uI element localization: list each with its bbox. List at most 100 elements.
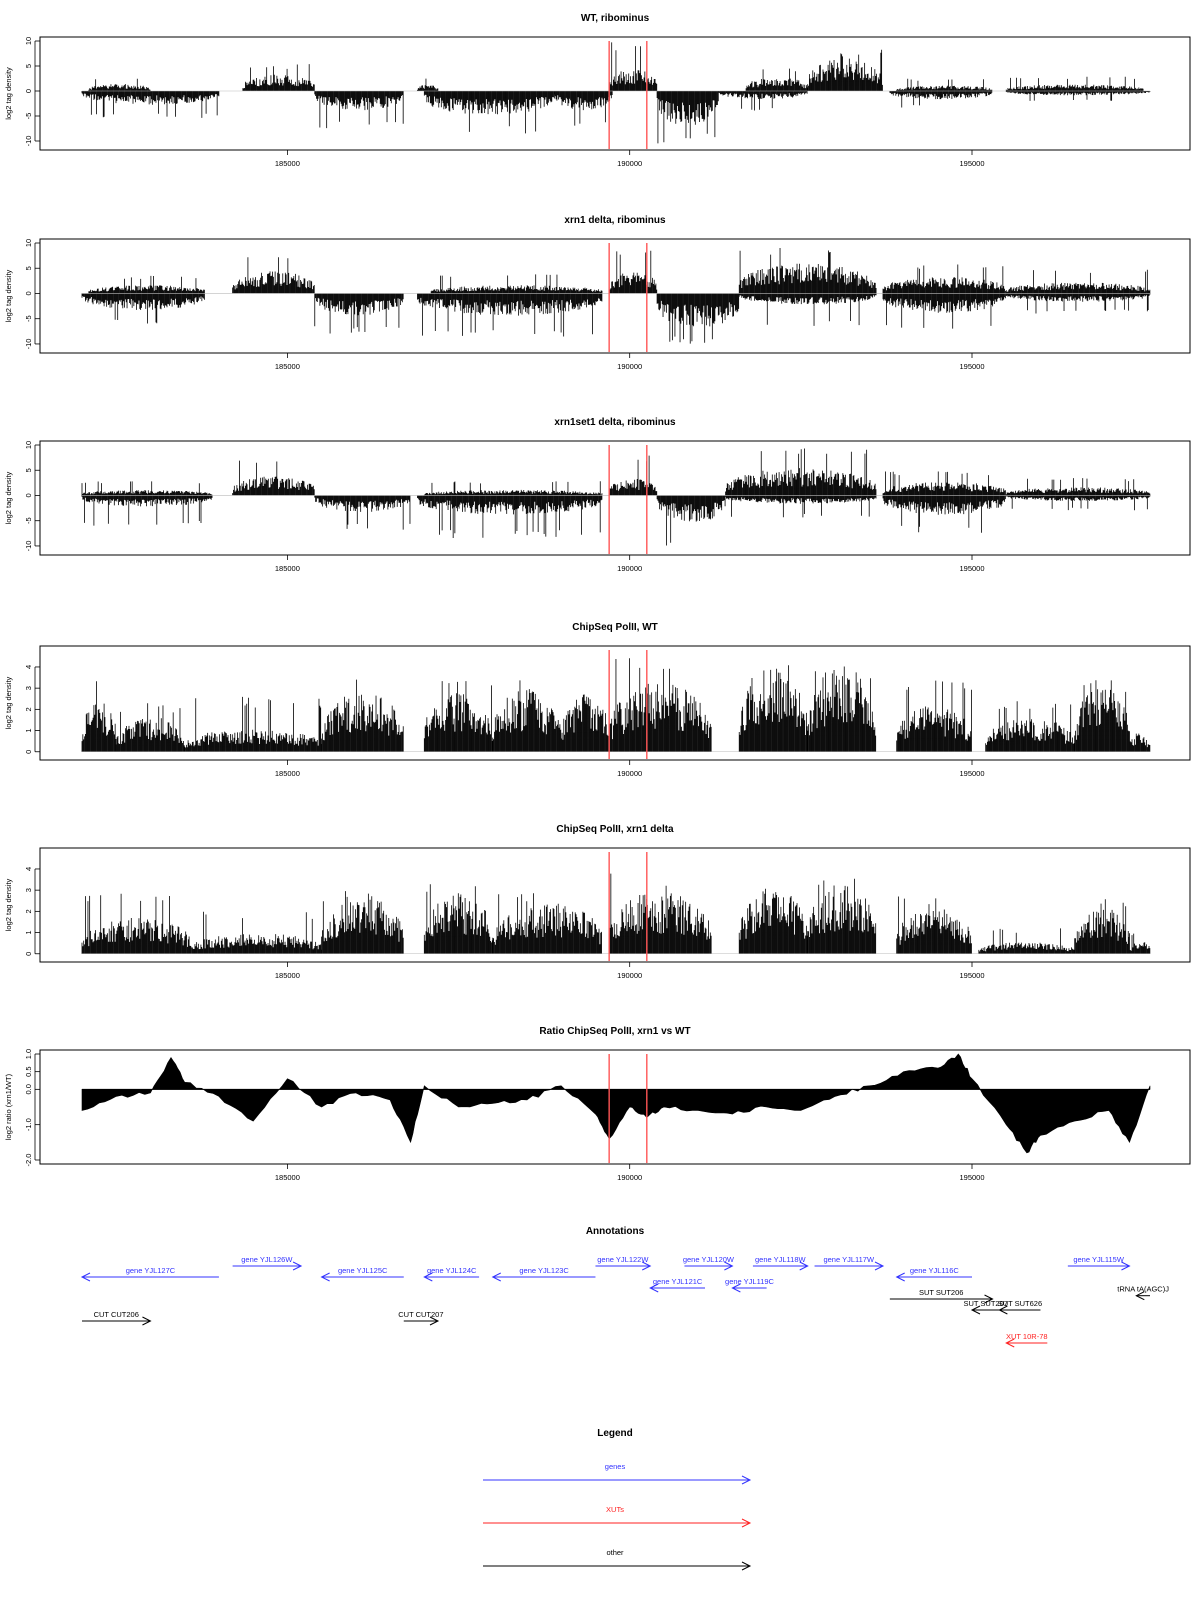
bar-segment — [608, 42, 658, 91]
legend-label: other — [606, 1548, 624, 1557]
arrow-label: gene YJL124C — [427, 1266, 477, 1275]
bar-strokes — [896, 896, 972, 954]
bar-strokes — [889, 91, 993, 108]
arrow-head — [1121, 1261, 1131, 1271]
bar-segment — [423, 681, 493, 752]
y-axis-label: log2 tag density — [4, 269, 13, 322]
bar-segment — [81, 481, 213, 496]
bar-segment — [492, 680, 562, 752]
bar-strokes — [738, 248, 877, 294]
bar-strokes — [430, 274, 603, 294]
bar-segment — [314, 293, 404, 334]
x-tick-label: 190000 — [617, 971, 642, 980]
bar-strokes — [314, 91, 404, 129]
gene-arrow: gene YJL116C — [895, 1266, 972, 1282]
gene-arrow: gene YJL124C — [423, 1266, 480, 1282]
bar-strokes — [1074, 680, 1130, 752]
bar-strokes — [81, 91, 220, 118]
bar-segment — [608, 250, 658, 294]
arrow-label: gene YJL121C — [653, 1277, 703, 1286]
chart-panel-1: WT, ribominus log2 tag density 10 5 0 -5 -10 18… — [4, 13, 1191, 168]
x-tick-label: 185000 — [275, 1173, 300, 1182]
bar-segment — [81, 681, 117, 752]
arrow-label: tRNA tA(AGC)J — [1117, 1285, 1169, 1294]
arrow-head — [1005, 1338, 1015, 1348]
y-tick-label: -5 — [24, 315, 33, 322]
gene-arrow: gene YJL122W — [595, 1255, 652, 1271]
bar-strokes — [191, 911, 322, 954]
bar-strokes — [656, 91, 719, 144]
y-tick-label: 1.0 — [24, 1049, 33, 1059]
x-tick-label: 195000 — [959, 971, 984, 980]
other-arrow: CUT CUT206 — [82, 1310, 152, 1326]
bar-strokes — [560, 694, 610, 752]
bar-segment — [184, 696, 322, 752]
bar-segment — [608, 455, 658, 496]
bar-strokes — [882, 471, 1006, 496]
legend-label: XUTs — [606, 1505, 624, 1514]
legend-label: genes — [605, 1462, 626, 1471]
arrow-head — [491, 1272, 501, 1282]
bar-segment — [608, 658, 712, 752]
y-tick-label: -5 — [24, 517, 33, 524]
bar-strokes — [978, 928, 1075, 954]
y-axis-label: log2 ratio (xrn1/WT) — [4, 1073, 13, 1140]
x-tick-label: 185000 — [275, 159, 300, 168]
bar-strokes — [423, 91, 555, 134]
arrow-head — [799, 1261, 809, 1271]
plot-frame — [39, 36, 1191, 151]
bar-strokes — [1129, 731, 1151, 752]
bar-segment — [896, 680, 972, 752]
x-tick-label: 190000 — [617, 362, 642, 371]
chart-title: ChipSeq PolII, xrn1 delta — [556, 824, 674, 835]
arrow-head — [724, 1261, 734, 1271]
bar-segment — [738, 665, 808, 752]
arrow-head — [895, 1272, 905, 1282]
bar-strokes — [985, 701, 1075, 752]
bar-segment — [882, 264, 1006, 294]
bar-strokes — [423, 481, 603, 496]
bar-strokes — [417, 495, 603, 538]
bar-strokes — [1005, 495, 1151, 511]
y-tick-label: 5 — [24, 468, 33, 472]
bar-strokes — [882, 293, 1006, 329]
bar-strokes — [423, 681, 493, 752]
arrow-label: gene YJL120W — [683, 1255, 735, 1264]
x-axis: 185000 190000 195000 — [275, 150, 985, 168]
x-axis: 185000 190000 195000 — [275, 962, 985, 980]
bar-segment — [314, 91, 404, 129]
bar-strokes — [738, 293, 877, 326]
bar-segment — [88, 275, 205, 294]
data-marks — [81, 873, 1151, 955]
y-tick-label: 3 — [24, 888, 33, 892]
ratio-area — [81, 1053, 1151, 1154]
bar-strokes — [417, 78, 439, 91]
y-tick-label: -10 — [24, 136, 33, 147]
arrow-label: CUT CUT207 — [398, 1310, 443, 1319]
arrow-head — [731, 1283, 741, 1293]
arrow-label: XUT 10R-78 — [1006, 1332, 1048, 1341]
bar-strokes — [745, 68, 808, 91]
bar-strokes — [88, 78, 151, 91]
bar-segment — [321, 679, 404, 752]
legend-title: Legend — [597, 1428, 633, 1439]
bar-segment — [423, 481, 603, 496]
arrow-head — [874, 1261, 885, 1271]
bar-strokes — [321, 679, 404, 752]
x-tick-label: 195000 — [959, 1173, 984, 1182]
bar-segment — [321, 891, 404, 954]
bar-segment — [738, 888, 808, 954]
x-tick-label: 195000 — [959, 564, 984, 573]
plot-frame — [39, 1049, 1191, 1165]
bar-segment — [807, 666, 877, 752]
y-axis-label: log2 tag density — [4, 471, 13, 524]
legend-arrow-head — [741, 1561, 752, 1571]
x-axis: 185000 190000 195000 — [275, 760, 985, 778]
gene-arrow: gene YJL120W — [683, 1255, 735, 1271]
y-axis: 10 5 0 -5 -10 — [24, 37, 40, 147]
bar-segment — [745, 68, 808, 91]
plot-frame — [39, 440, 1191, 556]
other-arrow: CUT CUT207 — [398, 1310, 444, 1326]
arrow-head — [984, 1294, 994, 1304]
